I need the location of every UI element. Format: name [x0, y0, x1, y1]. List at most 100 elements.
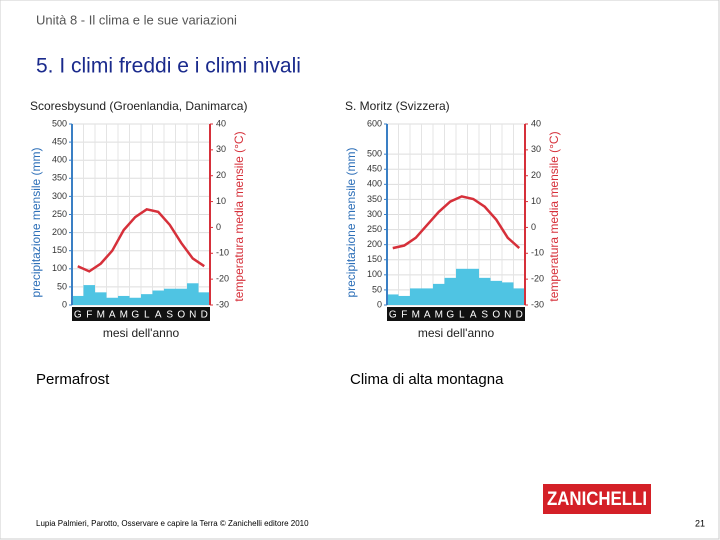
y-tick-label: 150: [367, 254, 382, 264]
chart-title: S. Moritz (Svizzera): [345, 99, 450, 113]
x-tick-label: A: [424, 310, 431, 321]
x-tick-label: L: [144, 310, 150, 321]
precipitation-bar: [387, 294, 399, 305]
y-tick-label: 0: [62, 299, 67, 309]
precipitation-bar: [95, 292, 107, 305]
precipitation-bar: [175, 288, 187, 305]
precipitation-bar: [83, 285, 95, 305]
y-tick-label: 250: [367, 224, 382, 234]
x-tick-label: A: [470, 310, 477, 321]
y-axis-label: precipitazione mensile (mm): [29, 147, 43, 297]
slide-title: 5. I climi freddi e i climi nivali: [36, 55, 301, 78]
precipitation-bar: [152, 290, 164, 305]
y-tick-label: 350: [367, 194, 382, 204]
x-tick-label: S: [166, 310, 173, 321]
x-tick-label: O: [177, 310, 185, 321]
y-tick-label: 450: [52, 136, 67, 146]
y2-tick-label: 0: [216, 222, 221, 232]
x-tick-label: N: [189, 310, 196, 321]
y-tick-label: 300: [52, 191, 67, 201]
y-tick-label: 500: [367, 149, 382, 159]
temperature-line: [392, 195, 521, 250]
y-tick-label: 50: [372, 284, 382, 294]
precipitation-bar: [467, 268, 479, 305]
precipitation-bar: [129, 297, 141, 305]
precipitation-bar: [502, 282, 514, 305]
y-tick-label: 500: [52, 118, 67, 128]
y2-tick-label: 10: [531, 196, 541, 206]
y-tick-label: 600: [367, 118, 382, 128]
chart-title: Scoresbysund (Groenlandia, Danimarca): [30, 99, 247, 113]
y-tick-label: 450: [367, 164, 382, 174]
y-tick-label: 200: [367, 239, 382, 249]
precipitation-bar: [479, 277, 491, 305]
x-tick-label: N: [504, 310, 511, 321]
precipitation-bar: [164, 288, 176, 305]
x-tick-label: D: [516, 310, 523, 321]
y-axis-label: precipitazione mensile (mm): [344, 147, 358, 297]
y2-tick-label: 10: [216, 196, 226, 206]
caption: Clima di alta montagna: [350, 371, 504, 388]
precipitation-bar: [118, 295, 130, 305]
x-tick-label: A: [109, 310, 116, 321]
x-tick-label: G: [389, 310, 397, 321]
x-axis-label: mesi dell'anno: [103, 326, 180, 340]
page-number: 21: [695, 518, 705, 528]
precipitation-bar: [513, 288, 525, 305]
x-tick-label: G: [74, 310, 82, 321]
y2-tick-label: 30: [216, 144, 226, 154]
caption: Permafrost: [36, 371, 110, 388]
footer: Lupia Palmieri, Parotto, Osservare e cap…: [36, 519, 309, 528]
y2-tick-label: 0: [531, 222, 536, 232]
y-tick-label: 50: [57, 281, 67, 291]
x-tick-label: M: [97, 310, 105, 321]
precipitation-bar: [433, 283, 445, 305]
x-tick-label: M: [412, 310, 420, 321]
x-tick-label: L: [459, 310, 465, 321]
y2-tick-label: 40: [216, 118, 226, 128]
y2-tick-label: 20: [531, 170, 541, 180]
x-tick-label: F: [86, 310, 92, 321]
logo-box: [543, 484, 651, 514]
x-tick-label: S: [481, 310, 488, 321]
y-tick-label: 400: [52, 155, 67, 165]
precipitation-bar: [72, 295, 84, 305]
y2-tick-label: -10: [531, 248, 544, 258]
precipitation-bar: [198, 292, 210, 305]
y2-tick-label: -30: [216, 299, 229, 309]
x-tick-label: M: [435, 310, 443, 321]
y-tick-label: 300: [367, 209, 382, 219]
y-tick-label: 0: [377, 299, 382, 309]
precipitation-bar: [410, 288, 422, 305]
y-tick-label: 250: [52, 209, 67, 219]
y2-tick-label: -30: [531, 299, 544, 309]
precipitation-bar: [490, 280, 502, 305]
slide-header: Unità 8 - Il clima e le sue variazioni: [36, 12, 237, 27]
y2-tick-label: -20: [531, 274, 544, 284]
precipitation-bar: [456, 268, 468, 305]
x-tick-label: A: [155, 310, 162, 321]
y-tick-label: 150: [52, 245, 67, 255]
logo: ZANICHELLI: [547, 489, 647, 510]
x-tick-label: F: [401, 310, 407, 321]
x-tick-label: M: [120, 310, 128, 321]
x-tick-label: G: [446, 310, 454, 321]
precipitation-bar: [444, 277, 456, 305]
x-axis-label: mesi dell'anno: [418, 326, 495, 340]
category-strip: [72, 307, 210, 321]
y2-tick-label: 30: [531, 144, 541, 154]
y2-tick-label: 40: [531, 118, 541, 128]
y2-tick-label: 20: [216, 170, 226, 180]
category-strip: [387, 307, 525, 321]
precipitation-bar: [421, 288, 433, 305]
y-tick-label: 400: [367, 179, 382, 189]
y-tick-label: 100: [52, 263, 67, 273]
precipitation-bar: [106, 297, 118, 305]
precipitation-bar: [187, 283, 199, 305]
precipitation-bar: [398, 295, 410, 305]
precipitation-bar: [141, 294, 153, 305]
y-tick-label: 200: [52, 227, 67, 237]
x-tick-label: G: [131, 310, 139, 321]
